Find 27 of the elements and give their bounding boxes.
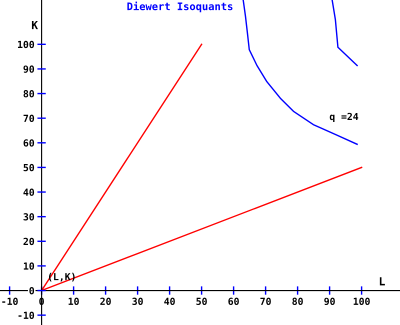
x-axis-title: L — [380, 277, 385, 286]
x-tick-label: 80 — [292, 298, 303, 305]
y-tick-label: 70 — [24, 114, 34, 122]
y-tick-label: 100 — [18, 40, 34, 48]
x-tick-label: 20 — [100, 298, 111, 305]
y-tick-label: -10 — [18, 312, 34, 319]
y-axis-title: K — [32, 20, 38, 30]
x-tick-label: 100 — [354, 298, 370, 305]
chart-title: Diewert Isoquants — [127, 2, 232, 12]
x-tick-label: 90 — [324, 298, 335, 306]
y-tick-label: 20 — [23, 238, 34, 246]
y-tick-label: 80 — [24, 90, 34, 98]
y-tick-label: 30 — [24, 213, 34, 220]
y-tick-label: 0 — [29, 287, 34, 294]
x-tick-label: 10 — [68, 298, 79, 305]
x-tick-label: 70 — [260, 298, 271, 305]
y-tick-label: 10 — [24, 262, 34, 270]
x-tick-label: 30 — [132, 298, 143, 305]
x-tick-label: -10 — [2, 298, 18, 305]
x-tick-label: 50 — [196, 298, 207, 305]
y-tick-label: 40 — [23, 188, 34, 196]
y-tick-label: 90 — [23, 65, 34, 73]
x-tick-label: 40 — [164, 298, 175, 305]
y-tick-label: 60 — [24, 139, 34, 147]
annotation: q =24 — [330, 112, 358, 122]
y-tick-label: 50 — [24, 164, 34, 172]
x-tick-label: 60 — [228, 298, 239, 306]
